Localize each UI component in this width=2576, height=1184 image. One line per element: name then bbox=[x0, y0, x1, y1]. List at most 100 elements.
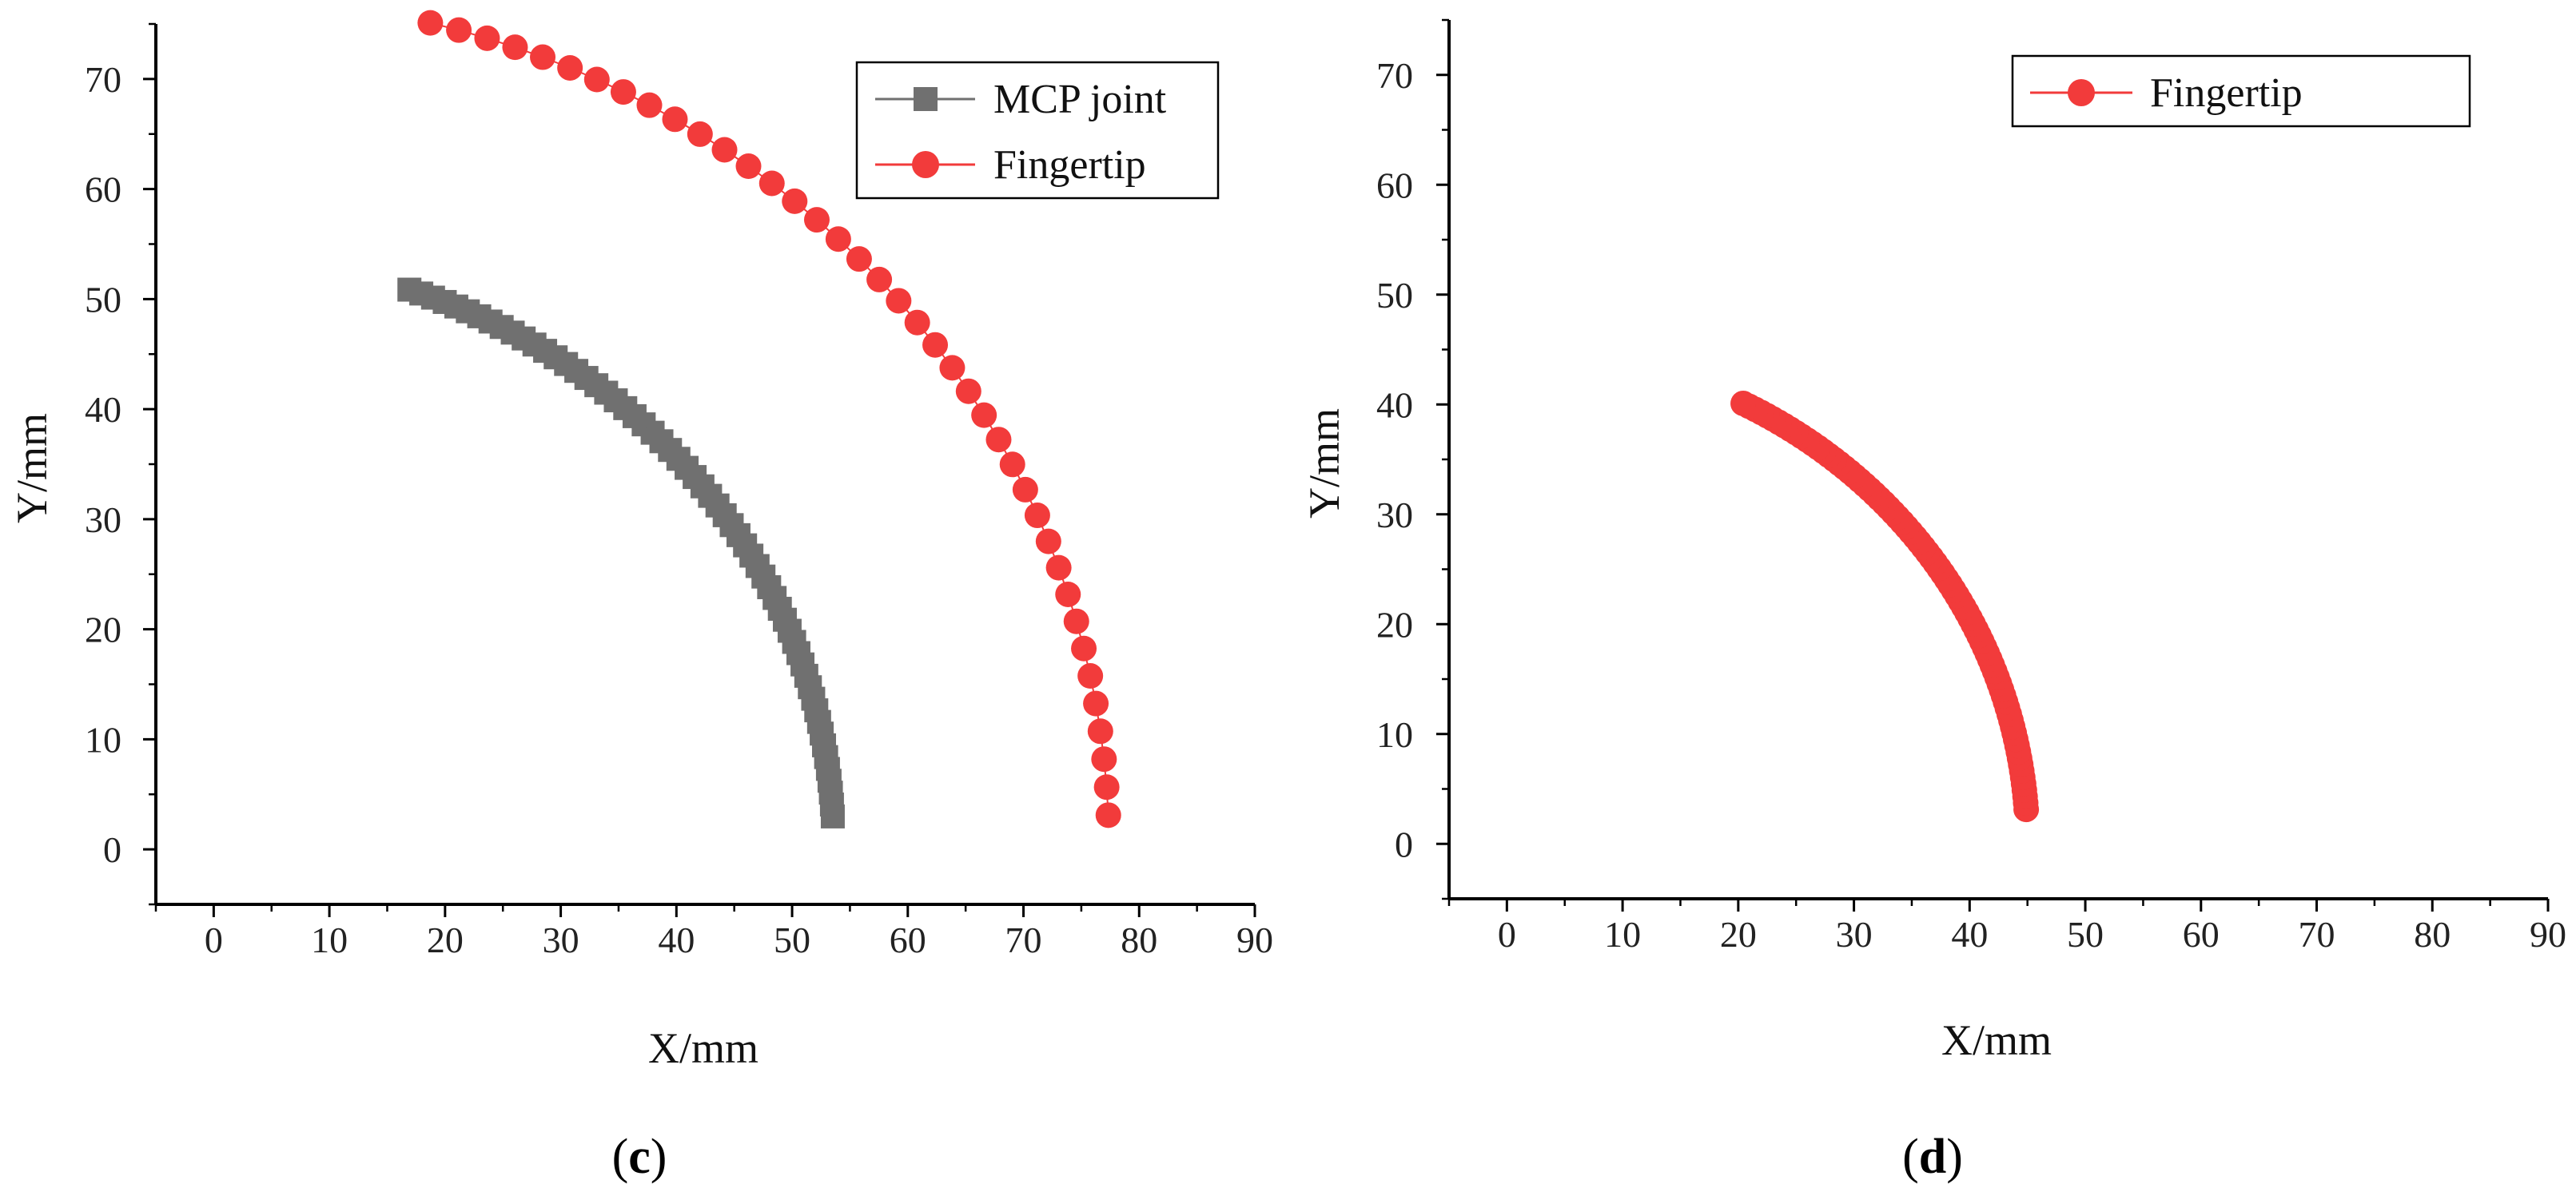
chart-c-x-tick-label: 30 bbox=[543, 920, 579, 960]
chart-c-y-tick-label: 50 bbox=[85, 279, 121, 320]
chart-c-x-tick-label: 50 bbox=[774, 920, 810, 960]
chart-c-point bbox=[711, 137, 738, 163]
chart-d-panel-letter: d bbox=[1919, 1130, 1946, 1184]
chart-c-point bbox=[1055, 581, 1081, 607]
chart-c-point bbox=[735, 153, 762, 180]
chart-c-point bbox=[557, 54, 583, 81]
chart-c-point bbox=[1093, 774, 1120, 801]
chart-d-ylabel: Y/mm bbox=[1300, 408, 1348, 518]
chart-c-point bbox=[886, 288, 912, 314]
chart-c-point bbox=[1077, 663, 1104, 689]
chart-c-point bbox=[446, 17, 472, 43]
chart-d-panel-label: (d) bbox=[1902, 1130, 1963, 1184]
chart-c-point bbox=[1063, 608, 1089, 634]
chart-c-legend-box bbox=[855, 61, 1220, 200]
chart-d-x-tick-label: 60 bbox=[2183, 914, 2220, 955]
legend-mcp-label: MCP joint bbox=[993, 77, 1167, 122]
chart-d-point bbox=[1730, 390, 1757, 416]
chart-c-point bbox=[1095, 802, 1121, 828]
chart-c-y-tick-label: 0 bbox=[103, 829, 121, 870]
chart-c-x-tick-label: 0 bbox=[205, 920, 223, 960]
chart-c-point bbox=[1083, 690, 1109, 717]
chart-d-legend: Fingertip bbox=[2011, 54, 2471, 128]
chart-c-point bbox=[939, 355, 966, 381]
chart-c-y-tick-label: 70 bbox=[85, 59, 121, 100]
chart-d-y-tick-label: 0 bbox=[1395, 824, 1413, 864]
chart-c-point bbox=[846, 246, 872, 272]
chart-c-series-line bbox=[430, 22, 1109, 816]
chart-c-point bbox=[502, 34, 528, 61]
chart-c-point bbox=[687, 121, 713, 147]
chart-c-x-tick-label: 80 bbox=[1121, 920, 1157, 960]
legend-mcp-marker bbox=[914, 87, 938, 111]
chart-c-point bbox=[758, 170, 785, 197]
chart-d-x-tick-label: 50 bbox=[2067, 914, 2104, 955]
chart-c-y-tick-label: 60 bbox=[85, 169, 121, 210]
chart-c-y-tick-label: 30 bbox=[85, 499, 121, 540]
chart-c-legend: MCP joint Fingertip bbox=[855, 61, 1220, 200]
chart-c-point bbox=[904, 309, 930, 336]
chart-c-panel-label: (c) bbox=[612, 1130, 667, 1184]
chart-c-point bbox=[417, 10, 444, 36]
chart-c-x-tick-label: 20 bbox=[427, 920, 464, 960]
chart-d-x-tick-label: 70 bbox=[2299, 914, 2335, 955]
chart-d-y-tick-label: 70 bbox=[1376, 55, 1413, 96]
chart-c-point bbox=[1071, 635, 1097, 662]
chart-c-point bbox=[999, 451, 1025, 478]
chart-c-x-tick-label: 70 bbox=[1005, 920, 1042, 960]
chart-c-y-tick-label: 20 bbox=[85, 610, 121, 650]
chart-d-x-tick-label: 90 bbox=[2530, 914, 2566, 955]
chart-c-panel-letter: c bbox=[628, 1130, 651, 1184]
chart-d-x-tick-label: 10 bbox=[1604, 914, 1641, 955]
chart-d-y-tick-label: 10 bbox=[1376, 714, 1413, 755]
chart-d-y-tick-label: 30 bbox=[1376, 495, 1413, 535]
chart-c-x-tick-label: 60 bbox=[890, 920, 926, 960]
chart-c-point bbox=[636, 92, 663, 118]
chart-d-x-tick-label: 20 bbox=[1720, 914, 1757, 955]
chart-c-point bbox=[1087, 718, 1113, 745]
chart-c-y-tick-label: 40 bbox=[85, 389, 121, 430]
legend-fingertip-label-c: Fingertip bbox=[993, 142, 1146, 188]
chart-c-point bbox=[1045, 554, 1072, 581]
chart-c-y-tick-label: 10 bbox=[85, 719, 121, 760]
chart-c-xlabel: X/mm bbox=[648, 1024, 758, 1072]
chart-c-point bbox=[474, 25, 500, 51]
chart-c-point bbox=[825, 226, 851, 252]
chart-c-point bbox=[1035, 528, 1061, 554]
chart-c-point bbox=[397, 277, 422, 302]
chart-d-y-tick-label: 20 bbox=[1376, 604, 1413, 645]
legend-fingertip-marker-d bbox=[2068, 79, 2095, 106]
chart-c-point bbox=[866, 266, 893, 292]
chart-c-point bbox=[971, 402, 997, 428]
chart-c-point bbox=[662, 106, 688, 133]
chart-c-x-tick-label: 40 bbox=[658, 920, 695, 960]
chart-d-y-tick-label: 40 bbox=[1376, 384, 1413, 425]
chart-c-point bbox=[610, 79, 636, 105]
chart-c-point bbox=[922, 332, 949, 358]
chart-d-y-tick-label: 60 bbox=[1376, 165, 1413, 205]
chart-d-x-tick-label: 80 bbox=[2414, 914, 2451, 955]
chart-d-xlabel: X/mm bbox=[1941, 1016, 2052, 1064]
chart-c-point bbox=[1024, 503, 1050, 529]
chart-c-point bbox=[955, 378, 981, 404]
chart-d-x-tick-label: 30 bbox=[1836, 914, 1873, 955]
legend-fingertip-marker-c bbox=[912, 151, 939, 178]
chart-c-point bbox=[985, 427, 1012, 453]
chart-d-plot: 0 10 20 30 40 50 60 70 80 90 0 10 20 30 40 50 60 70 bbox=[1376, 18, 2566, 955]
chart-c-point bbox=[803, 207, 830, 233]
chart-c-plot: 0 10 20 30 40 50 60 70 80 90 0 10 20 30 40 50 60 70 bbox=[85, 10, 1273, 960]
legend-fingertip-label-d: Fingertip bbox=[2150, 70, 2303, 116]
chart-c-point bbox=[1091, 746, 1117, 773]
chart-d-x-tick-label: 40 bbox=[1951, 914, 1988, 955]
chart-c-x-tick-label: 90 bbox=[1236, 920, 1273, 960]
chart-d-x-tick-label: 0 bbox=[1498, 914, 1516, 955]
chart-c-x-tick-label: 10 bbox=[311, 920, 348, 960]
chart-c-point bbox=[1012, 476, 1038, 503]
chart-c-ylabel: Y/mm bbox=[8, 413, 56, 523]
chart-c-point bbox=[782, 188, 808, 214]
chart-c-point bbox=[530, 44, 556, 70]
chart-d-y-tick-label: 50 bbox=[1376, 275, 1413, 316]
